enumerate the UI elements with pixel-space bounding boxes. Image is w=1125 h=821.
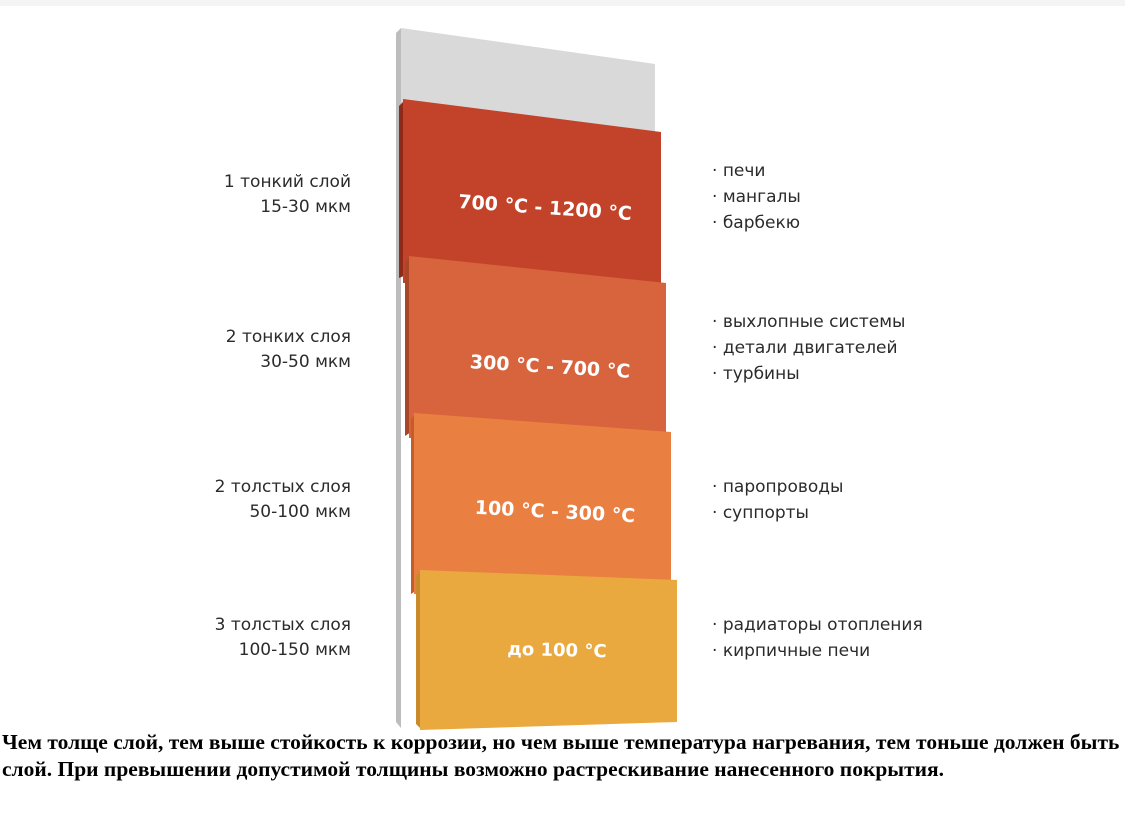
layer-3-uses: паропроводы суппорты: [712, 474, 844, 526]
layer-1-use-item: барбекю: [712, 210, 801, 236]
layer-1-thickness: 1 тонкий слой 15-30 мкм: [91, 170, 351, 220]
layer-1-use-item: печи: [712, 158, 801, 184]
layer-1-thickness-microns: 15-30 мкм: [260, 197, 351, 217]
layer-2-thickness-count: 2 тонких слоя: [225, 327, 351, 347]
layer-1-use-item: мангалы: [712, 184, 801, 210]
layer-4-thickness: 3 толстых слоя 100-150 мкм: [91, 613, 351, 663]
coating-layers-diagram: 700 °C - 1200 °C 300 °C - 700 °C 100 °C …: [0, 0, 1125, 730]
layer-1-uses: печи мангалы барбекю: [712, 158, 801, 236]
layer-4-thickness-microns: 100-150 мкм: [238, 640, 351, 660]
layer-2-uses: выхлопные системы детали двигателей турб…: [712, 309, 906, 387]
layer-2-thickness: 2 тонких слоя 30-50 мкм: [91, 325, 351, 375]
top-divider: [0, 0, 1125, 6]
layer-3-use-item: суппорты: [712, 500, 843, 526]
layer-1-thickness-count: 1 тонкий слой: [223, 172, 351, 192]
layer-3-use-item: паропроводы: [712, 474, 844, 500]
layer-2-thickness-microns: 30-50 мкм: [260, 352, 351, 372]
layer-2-band: [409, 256, 666, 438]
layer-2-use-item: детали двигателей: [712, 335, 905, 361]
layer-3-thickness-microns: 50-100 мкм: [249, 502, 351, 522]
layer-3-thickness-count: 2 толстых слоя: [214, 477, 351, 497]
layer-3-thickness: 2 толстых слоя 50-100 мкм: [91, 475, 351, 525]
layer-2-use-item: выхлопные системы: [712, 309, 906, 335]
layers-stack: 700 °C - 1200 °C 300 °C - 700 °C 100 °C …: [396, 28, 677, 730]
caption-text: Чем толще слой, тем выше стойкость к кор…: [2, 730, 1120, 781]
layer-3-band: [414, 413, 671, 594]
layer-4-thickness-count: 3 толстых слоя: [214, 615, 351, 635]
layer-4-use-item: радиаторы отопления: [712, 612, 923, 638]
layer-4-band: [420, 570, 677, 730]
layer-2-use-item: турбины: [712, 361, 905, 387]
layer-4-temperature: до 100 °C: [507, 639, 607, 663]
layer-4-uses: радиаторы отопления кирпичные печи: [712, 612, 923, 664]
layer-1-band: [403, 99, 661, 283]
layer-4-use-item: кирпичные печи: [712, 638, 923, 664]
